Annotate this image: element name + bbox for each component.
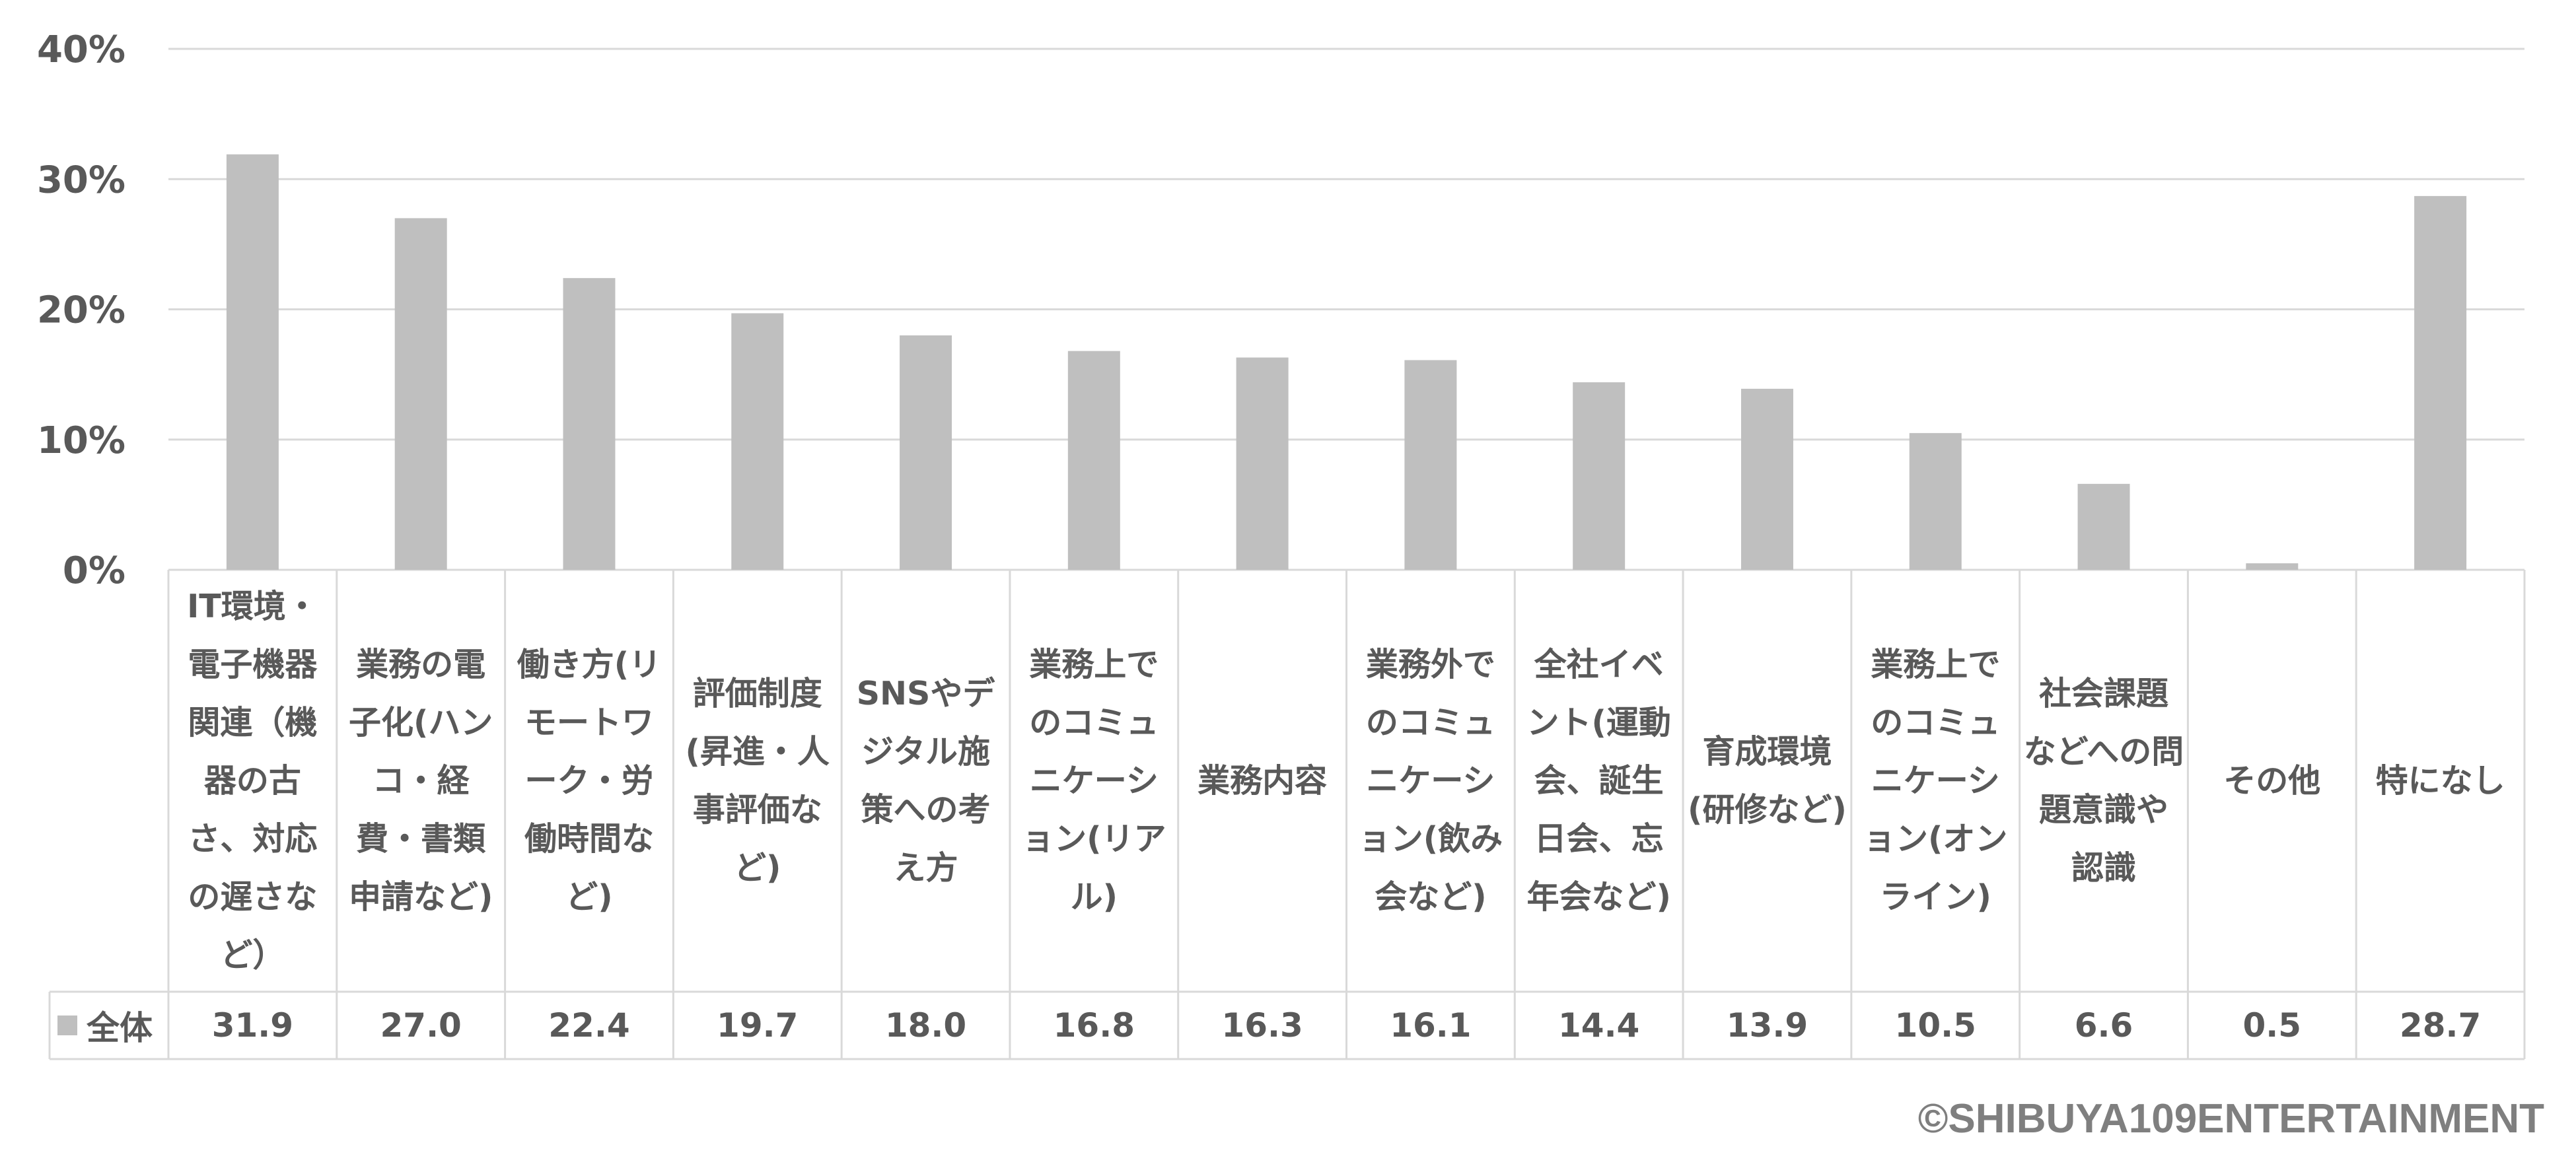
category-label: 全社イベント(運動会、誕生日会、忘年会など) <box>1526 645 1671 916</box>
category-label: SNSやデジタル施策への考え方 <box>856 674 995 887</box>
bar <box>1740 388 1793 570</box>
copyright-text: ©SHIBUYA109ENTERTAINMENT <box>1917 1096 2544 1142</box>
value-label: 16.8 <box>1053 1006 1135 1045</box>
legend-label: 全体 <box>87 1009 153 1047</box>
value-label: 19.7 <box>717 1006 799 1045</box>
legend: 全体 <box>57 992 153 1059</box>
bar <box>1909 432 1962 570</box>
bar <box>1573 382 1626 570</box>
bar <box>1404 360 1457 570</box>
bar <box>394 218 447 570</box>
y-tick-label: 40% <box>37 28 125 71</box>
category-label: 特になし <box>2375 761 2505 800</box>
value-label: 28.7 <box>2399 1006 2482 1045</box>
category-label: 業務外でのコミュニケーション(飲み会など) <box>1358 645 1503 916</box>
y-tick-label: 30% <box>37 158 125 201</box>
category-label: 評価制度(昇進・人事評価など) <box>685 674 830 887</box>
bar <box>226 154 279 570</box>
value-label: 31.9 <box>211 1006 294 1045</box>
category-label: 育成環境(研修など) <box>1688 732 1847 829</box>
value-label: 0.5 <box>2242 1006 2302 1045</box>
category-label: IT環境・電子機器関連（機器の古さ、対応の遅さなど） <box>187 587 318 974</box>
value-label: 18.0 <box>884 1006 967 1045</box>
value-label: 13.9 <box>1726 1006 1808 1045</box>
category-label: 業務上でのコミュニケーション(オンライン) <box>1863 645 2008 916</box>
category-label: 業務上でのコミュニケーション(リアル) <box>1022 645 1166 916</box>
category-label: 業務内容 <box>1198 761 1328 800</box>
category-label: 社会課題などへの問題意識や認識 <box>2023 674 2184 887</box>
bar <box>2246 563 2299 570</box>
legend-swatch <box>57 1015 77 1035</box>
value-label: 22.4 <box>548 1006 630 1045</box>
category-label: 働き方(リモートワーク・労働時間など) <box>517 645 662 916</box>
value-label: 16.1 <box>1390 1006 1472 1045</box>
bar <box>900 335 952 570</box>
value-label: 14.4 <box>1557 1006 1640 1045</box>
bar <box>2077 483 2130 570</box>
y-tick-label: 0% <box>63 549 125 592</box>
y-tick-label: 20% <box>37 289 125 332</box>
y-tick-label: 10% <box>37 419 125 462</box>
category-label: 業務の電子化(ハンコ・経費・書類申請など) <box>348 645 493 916</box>
bar <box>1067 351 1120 570</box>
bar <box>1236 357 1289 570</box>
value-label: 6.6 <box>2074 1006 2133 1045</box>
value-label: 16.3 <box>1221 1006 1303 1045</box>
bar <box>731 313 784 570</box>
value-label: 27.0 <box>380 1006 462 1045</box>
bar <box>563 278 616 570</box>
bar <box>2414 195 2467 570</box>
value-label: 10.5 <box>1894 1006 1976 1045</box>
category-label: その他 <box>2223 761 2321 800</box>
